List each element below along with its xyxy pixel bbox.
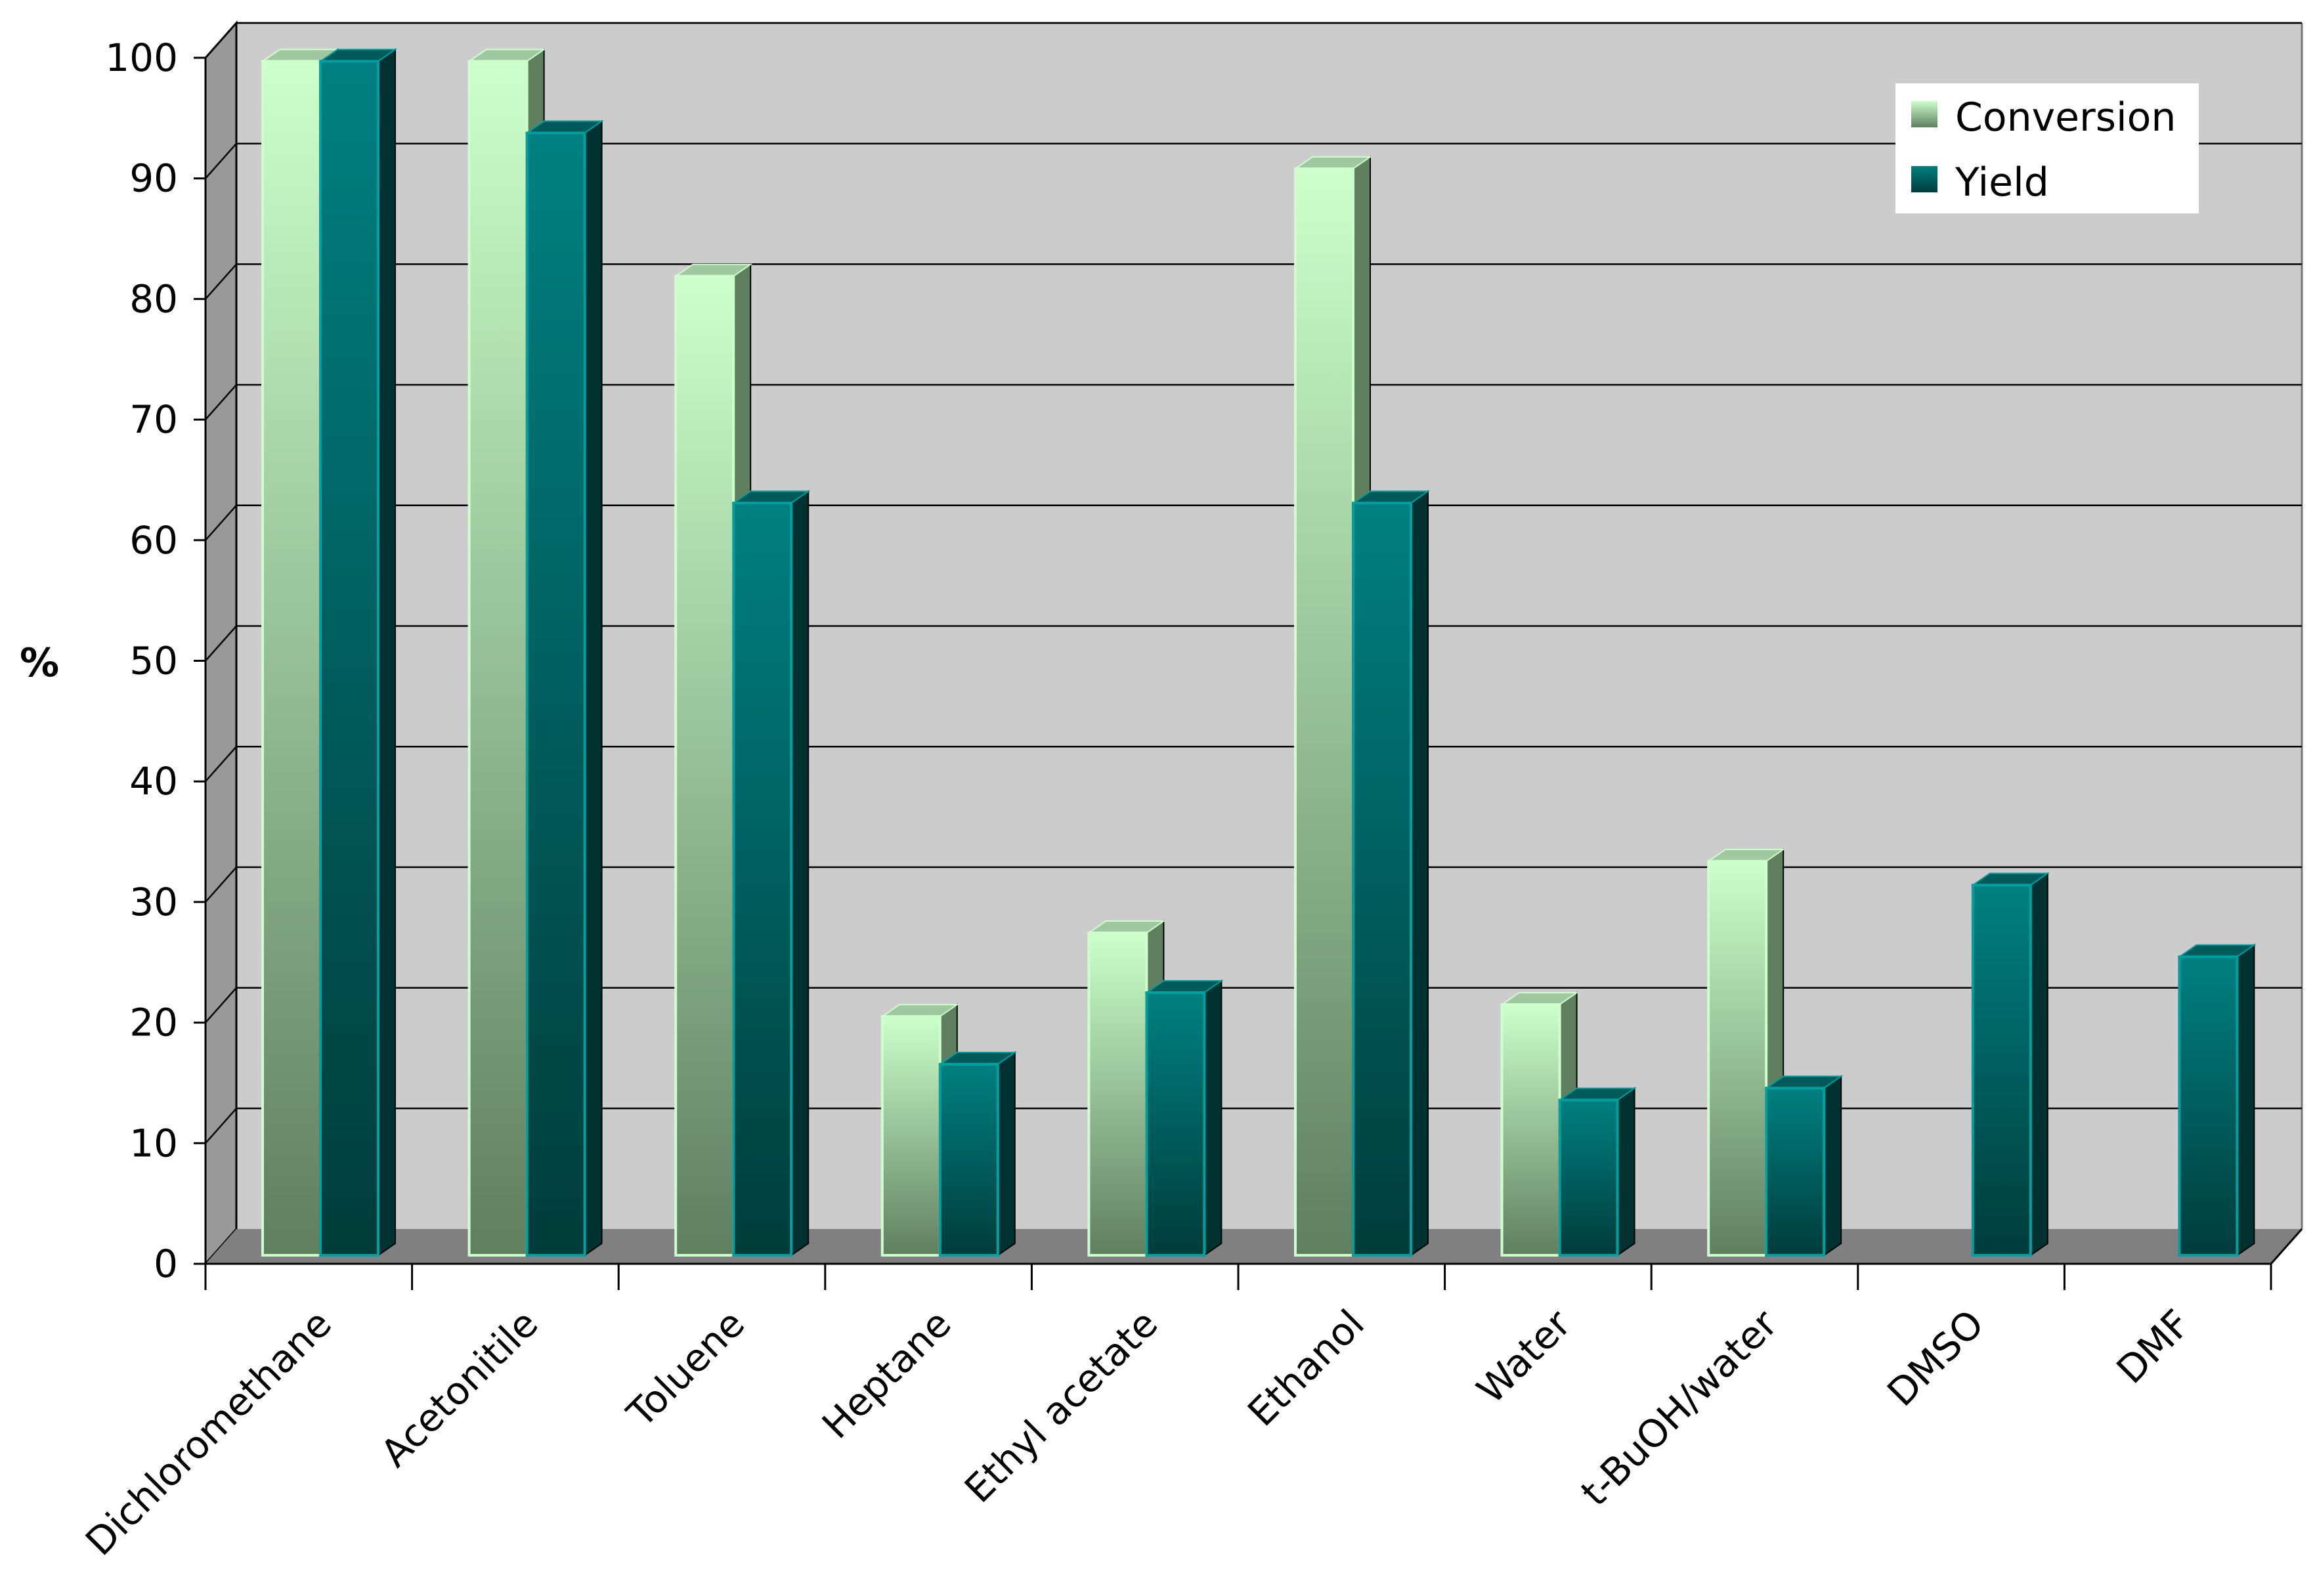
bar-yield — [1557, 1087, 1637, 1257]
y-tick-label: 80 — [129, 276, 178, 321]
bar-front — [1558, 1098, 1619, 1257]
bar-side — [790, 490, 810, 1257]
legend-swatch-conversion — [1911, 101, 1937, 127]
bar-front — [1765, 1087, 1826, 1257]
bars — [260, 48, 2257, 1257]
bar-yield — [1144, 979, 1224, 1257]
y-tick-label: 10 — [129, 1121, 178, 1165]
category-label: Dichloromethane — [77, 1301, 340, 1564]
category-label: Heptane — [813, 1301, 960, 1448]
floor-right-edge — [2270, 1228, 2303, 1264]
bar-side — [1823, 1075, 1842, 1257]
category-label: DMF — [2108, 1301, 2199, 1392]
gridline-side — [205, 867, 237, 903]
bar-front — [732, 502, 793, 1257]
bar-yield — [938, 1051, 1018, 1257]
y-tick-label: 100 — [105, 35, 178, 80]
bar-front — [1352, 502, 1412, 1257]
bar-side — [2029, 872, 2048, 1257]
category-label: Ethyl acetate — [956, 1301, 1166, 1511]
y-tick-label: 50 — [129, 639, 178, 683]
y-tick-label: 70 — [129, 397, 178, 442]
gridline-side — [205, 142, 237, 179]
bar-yield — [1763, 1075, 1844, 1257]
bar-side — [378, 48, 396, 1257]
legend-label-conversion: Conversion — [1955, 95, 2176, 140]
gridline-side — [205, 1108, 237, 1144]
gridline-side — [205, 504, 237, 541]
bar-front — [1087, 931, 1148, 1257]
legend: Conversion Yield — [1895, 83, 2199, 213]
gridline-side — [205, 625, 237, 662]
bar-side — [1410, 490, 1429, 1257]
bar-front — [1707, 859, 1768, 1257]
gridline-side — [205, 987, 237, 1024]
bar-side — [1203, 979, 1222, 1257]
bar-front — [1145, 991, 1206, 1257]
bar-front — [1971, 884, 2032, 1257]
category-label: Toluene — [618, 1301, 753, 1436]
category-label: t-BuOH/water — [1572, 1301, 1786, 1515]
bar-front — [319, 60, 379, 1257]
y-tick-label: 90 — [129, 156, 178, 201]
bar-front — [261, 60, 322, 1257]
y-tick-label: 60 — [129, 518, 178, 563]
y-tick-label: 40 — [129, 759, 178, 804]
category-label: Ethanol — [1239, 1301, 1373, 1435]
y-tick-label: 20 — [129, 1001, 178, 1045]
bar-front — [525, 131, 586, 1257]
bar-side — [2236, 943, 2255, 1257]
gridline-side — [205, 384, 237, 420]
y-tick-label: 30 — [129, 880, 178, 924]
legend-swatch-yield — [1911, 166, 1937, 192]
bar-front — [674, 274, 735, 1257]
bar-yield — [2177, 943, 2257, 1257]
y-axis: 0 10 20 30 40 50 60 70 80 90 100 — [105, 35, 207, 1286]
bar-front — [1500, 1003, 1561, 1257]
gridline-side — [205, 22, 237, 58]
bar-yield — [1970, 872, 2050, 1257]
legend-box — [1895, 83, 2199, 213]
category-labels: Dichloromethane Acetonitile Toluene Heptane… — [77, 1301, 2199, 1564]
bar-front — [880, 1015, 941, 1257]
bar-yield — [318, 48, 398, 1257]
category-label: Water — [1468, 1301, 1579, 1412]
y-axis-label: % — [20, 640, 59, 686]
bar-side — [1616, 1087, 1635, 1257]
bar-side — [997, 1051, 1016, 1257]
gridline-side — [205, 746, 237, 783]
bar-yield — [525, 119, 604, 1257]
bar-front — [938, 1063, 999, 1257]
bar-front — [1294, 167, 1354, 1257]
bar-yield — [731, 490, 811, 1257]
bar-side — [584, 119, 603, 1257]
bar-front — [2178, 955, 2239, 1257]
legend-label-yield: Yield — [1955, 160, 2049, 205]
bar-yield — [1351, 490, 1431, 1257]
bar-front — [467, 60, 529, 1257]
y-tick-label: 0 — [154, 1241, 178, 1286]
category-label: DMSO — [1878, 1301, 1992, 1415]
category-label: Acetonitile — [372, 1301, 547, 1476]
x-axis — [204, 1228, 2303, 1290]
gridline-side — [205, 263, 237, 300]
